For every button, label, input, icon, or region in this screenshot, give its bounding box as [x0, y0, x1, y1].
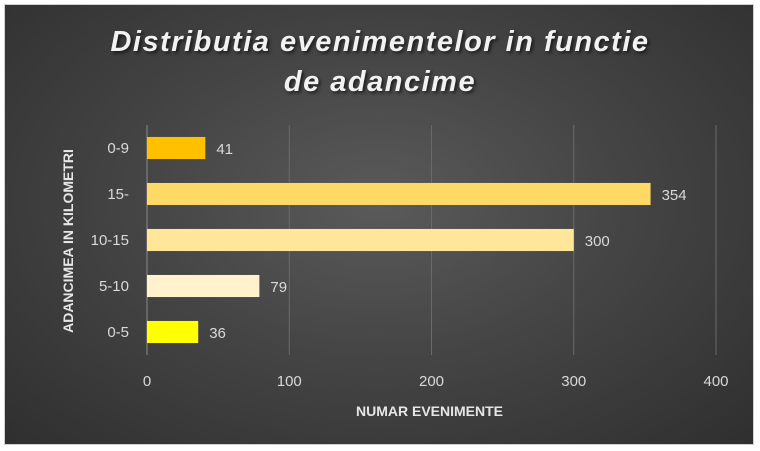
data-label: 36 [209, 325, 226, 342]
x-tick-label: 200 [419, 373, 444, 390]
y-tick-label: 5-10 [99, 278, 129, 295]
chart-title-line-1: Distributia evenimentelor in functie [110, 26, 650, 58]
data-label: 354 [662, 187, 687, 204]
y-tick-label: 10-15 [91, 232, 129, 249]
x-tick-label: 300 [561, 373, 586, 390]
bar [147, 274, 260, 298]
chart-title: Distributia evenimentelor in functie de … [60, 22, 700, 102]
chart-title-line-2: de adancime [283, 66, 477, 98]
data-label: 79 [270, 279, 287, 296]
x-tick-label: 400 [703, 373, 728, 390]
y-axis-title: ADANCIMEA IN KILOMETRI [60, 149, 76, 333]
data-label: 300 [585, 233, 610, 250]
y-tick-label: 0-9 [107, 140, 129, 157]
y-tick-label: 15- [107, 186, 129, 203]
x-tick-label: 0 [143, 373, 151, 390]
bar [147, 182, 651, 206]
x-tick-label: 100 [277, 373, 302, 390]
bar [147, 320, 199, 344]
bar [147, 228, 574, 252]
x-axis-title: NUMAR EVENIMENTE [356, 403, 503, 419]
bar [147, 136, 206, 160]
data-label: 41 [216, 141, 233, 158]
chart-area [4, 4, 754, 445]
y-tick-label: 0-5 [107, 324, 129, 341]
